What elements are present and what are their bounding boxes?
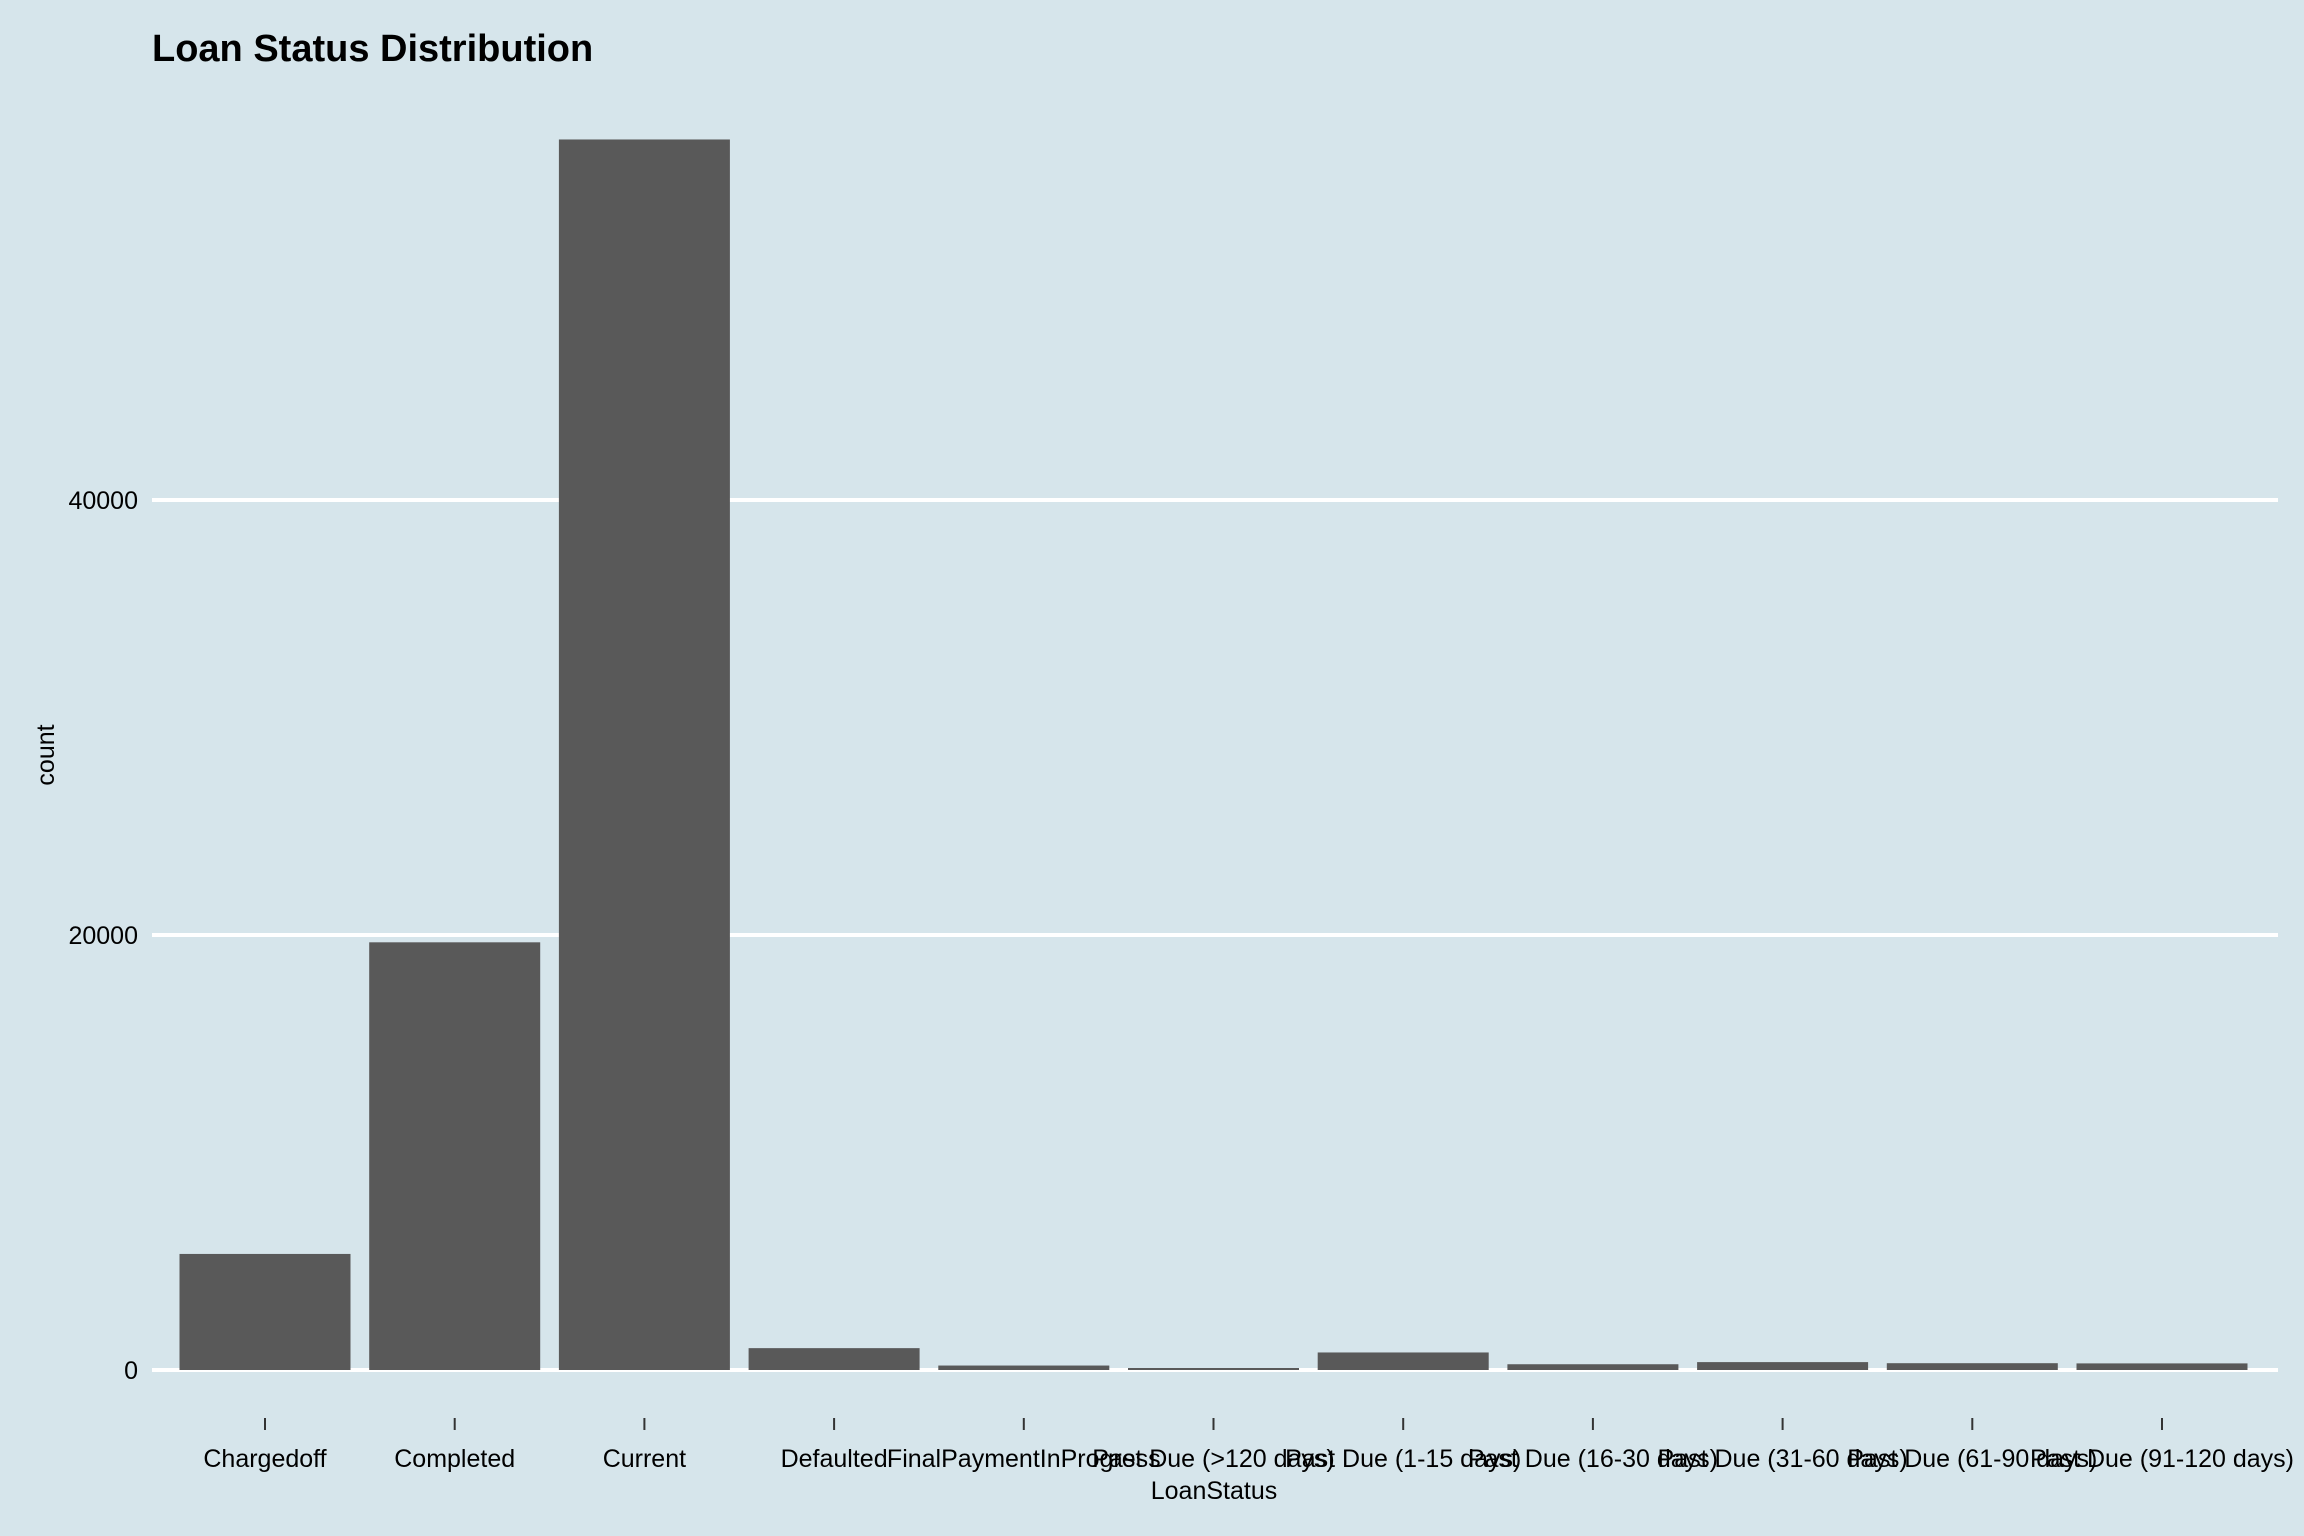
bar-past-due-120-days — [1128, 1368, 1299, 1370]
bar-completed — [369, 942, 541, 1370]
bar-defaulted — [748, 1348, 920, 1370]
y-axis-ticks: 0 20000 40000 — [68, 487, 138, 1385]
x-tick-label-current: Current — [603, 1445, 686, 1473]
x-axis-ticks: Chargedoff Completed Current Defaulted Final… — [203, 1418, 2294, 1473]
x-tick-label-completed: Completed — [394, 1445, 515, 1473]
y-tick-label-40000: 40000 — [68, 487, 138, 515]
bar-past-due-91-120-days — [2076, 1363, 2248, 1370]
y-axis-label: count — [32, 724, 60, 785]
chart-title: Loan Status Distribution — [152, 28, 593, 70]
x-tick-label-finalpaymentinprogress: FinalPaymentInProgress — [887, 1445, 1161, 1473]
x-tick-label-past-due-91-120-days: Past Due (91-120 days) — [2030, 1445, 2294, 1473]
bars — [179, 139, 2248, 1370]
x-tick-label-chargedoff: Chargedoff — [203, 1445, 326, 1473]
y-tick-label-20000: 20000 — [68, 922, 138, 950]
x-tick-label-past-due-31-60-days: Past Due (31-60 days) — [1658, 1445, 1908, 1473]
bar-past-due-61-90-days — [1886, 1363, 2058, 1370]
bar-past-due-1-15-days — [1317, 1352, 1489, 1370]
bar-finalpaymentinprogress — [938, 1365, 1110, 1370]
x-tick-label-past-due-16-30-days: Past Due (16-30 days) — [1468, 1445, 1718, 1473]
bar-chargedoff — [179, 1253, 351, 1370]
x-tick-label-past-due-1-15-days: Past Due (1-15 days) — [1285, 1445, 1521, 1473]
x-tick-label-past-due-61-90-days: Past Due (61-90 days) — [1847, 1445, 2097, 1473]
x-axis-label: LoanStatus — [1151, 1477, 1278, 1505]
bar-past-due-16-30-days — [1507, 1364, 1679, 1370]
x-tick-label-defaulted: Defaulted — [781, 1445, 888, 1473]
bar-current — [558, 139, 730, 1370]
y-tick-label-0: 0 — [124, 1357, 138, 1385]
bar-past-due-31-60-days — [1697, 1362, 1869, 1370]
x-tick-label-past-due-120-days: Past Due (>120 days) — [1092, 1445, 1335, 1473]
